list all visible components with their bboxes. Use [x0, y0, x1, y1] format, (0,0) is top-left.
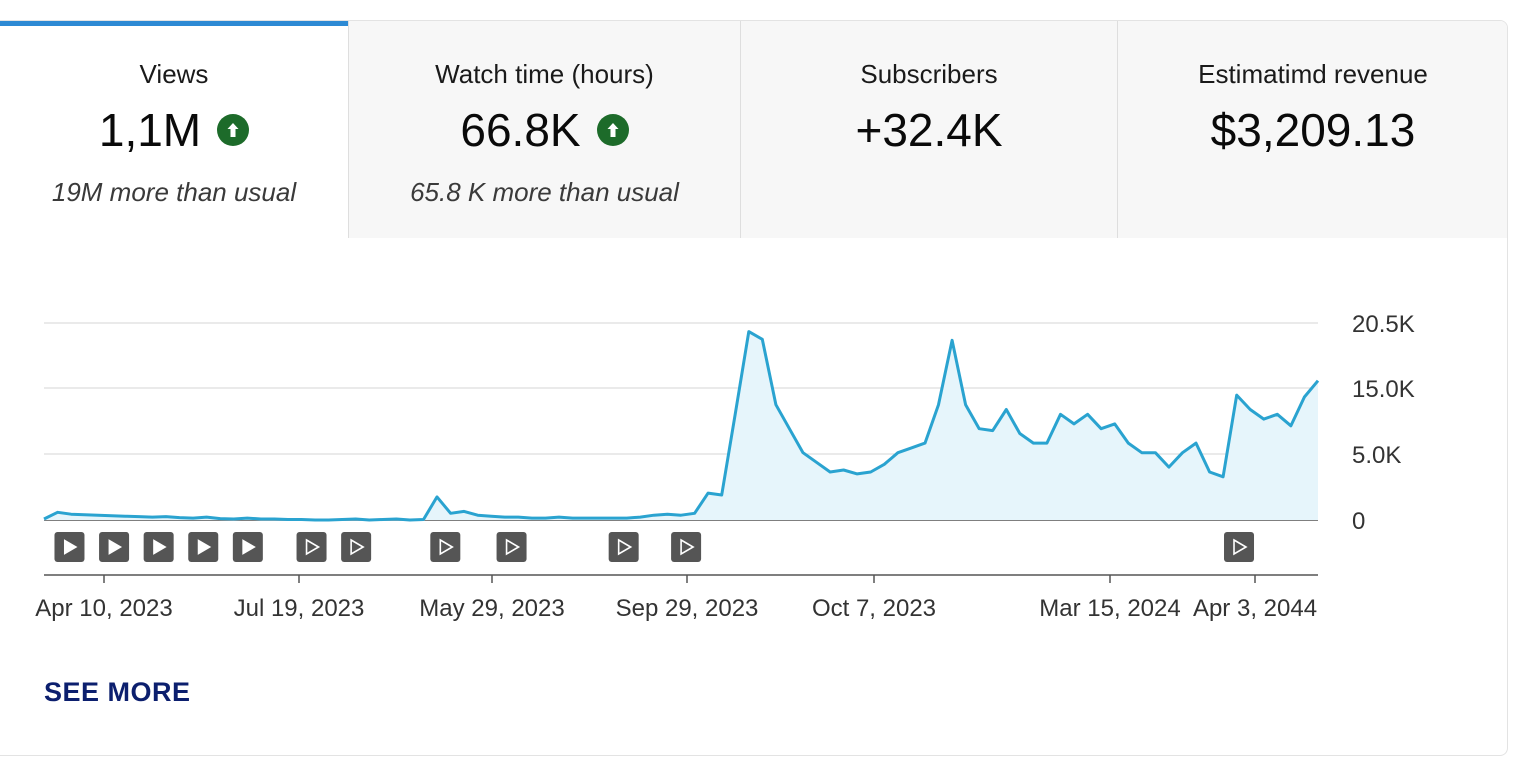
- series-area: [44, 331, 1318, 520]
- x-tick-label: Mar 15, 2024: [1039, 595, 1180, 622]
- video-marker-icon[interactable]: [188, 532, 219, 562]
- tab-value-row: $3,209.13: [1118, 103, 1507, 157]
- marker-box: [608, 532, 639, 562]
- analytics-card: Views 1,1M 19M more than usual Watch tim…: [0, 20, 1508, 756]
- play-icon: [680, 538, 695, 556]
- views-chart: 20.5K 15.0K 5.0K 0 Apr 10, 2023 Jul 19, 2023 M…: [35, 311, 1415, 622]
- play-icon: [1233, 538, 1248, 556]
- see-more-link[interactable]: SEE MORE: [44, 677, 191, 707]
- video-marker-icon[interactable]: [1224, 532, 1255, 562]
- play-icon: [350, 538, 365, 556]
- tab-value: 1,1M: [98, 104, 202, 156]
- play-icon: [153, 539, 167, 555]
- play-icon: [505, 538, 521, 556]
- y-tick-label: 20.5K: [1352, 311, 1415, 338]
- play-icon: [108, 539, 123, 555]
- video-marker-icon[interactable]: [341, 532, 372, 562]
- y-tick-label: 15.0K: [1352, 376, 1415, 403]
- tab-value-row: 1,1M: [0, 103, 348, 157]
- video-marker-icon[interactable]: [296, 532, 327, 562]
- y-tick-label: 0: [1352, 508, 1365, 535]
- tab-label: Views: [139, 59, 209, 89]
- video-marker-icon[interactable]: [232, 532, 263, 562]
- y-tick-label: 5.0K: [1352, 442, 1401, 469]
- play-icon: [305, 538, 321, 556]
- video-marker-icon[interactable]: [430, 532, 461, 562]
- marker-box: [671, 532, 702, 562]
- play-icon: [63, 539, 78, 555]
- video-marker-icon[interactable]: [608, 532, 639, 562]
- marker-box: [496, 532, 527, 562]
- tab-label: Estimatimd revenue: [1198, 59, 1428, 89]
- tab-subtext: 65.8 K more than usual: [410, 177, 679, 207]
- x-tick-label: Oct 7, 2023: [812, 595, 936, 622]
- tab-label: Subscribers: [860, 59, 998, 89]
- marker-box: [1224, 532, 1255, 562]
- video-marker-icon[interactable]: [54, 532, 85, 562]
- tab-value: $3,209.13: [1210, 104, 1416, 156]
- tab-value-row: +32.4K: [741, 103, 1117, 157]
- x-tick-label: Apr 10, 2023: [35, 595, 172, 622]
- marker-box: [341, 532, 372, 562]
- x-tick-label: Apr 3, 2044: [1193, 595, 1317, 622]
- video-marker-icon[interactable]: [99, 532, 130, 562]
- tab-revenue[interactable]: Estimatimd revenue $3,209.13: [1118, 21, 1507, 238]
- series-line: [43, 330, 1320, 522]
- x-tick-label: May 29, 2023: [419, 595, 564, 622]
- tab-label: Watch time (hours): [435, 59, 654, 89]
- tab-value: +32.4K: [855, 104, 1003, 156]
- x-tick-label: Sep 29, 2023: [616, 595, 759, 622]
- tab-watch-time[interactable]: Watch time (hours) 66.8K 65.8 K more tha…: [349, 21, 741, 238]
- tab-views[interactable]: Views 1,1M 19M more than usual: [0, 21, 349, 238]
- marker-box: [430, 532, 461, 562]
- tab-subtext: 19M more than usual: [51, 177, 297, 207]
- video-marker-icon[interactable]: [496, 532, 527, 562]
- play-icon: [197, 539, 212, 555]
- play-icon: [439, 538, 454, 556]
- video-marker-icon[interactable]: [671, 532, 702, 562]
- video-marker-icon[interactable]: [143, 532, 174, 562]
- tab-value: 66.8K: [460, 104, 581, 156]
- tab-subscribers[interactable]: Subscribers +32.4K: [741, 21, 1118, 238]
- play-icon: [617, 538, 633, 556]
- arrow-up-icon: [596, 114, 629, 146]
- metric-tabs: Views 1,1M 19M more than usual Watch tim…: [0, 21, 1507, 238]
- tab-value-row: 66.8K: [349, 103, 740, 157]
- play-icon: [242, 539, 256, 555]
- arrow-up-icon: [217, 114, 250, 146]
- marker-box: [296, 532, 327, 562]
- x-tick-label: Jul 19, 2023: [234, 595, 365, 622]
